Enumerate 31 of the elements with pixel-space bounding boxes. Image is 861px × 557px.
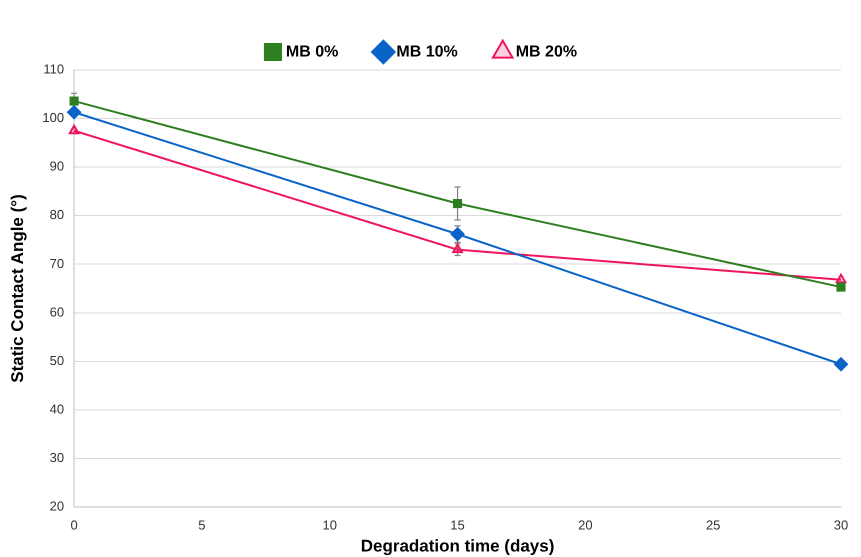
y-tick-label: 30 — [50, 450, 64, 466]
point — [453, 198, 462, 208]
legend-label: MB 0% — [286, 43, 338, 60]
x-tick-label: 0 — [70, 517, 78, 532]
y-tick-label: 100 — [42, 110, 64, 126]
point — [836, 282, 846, 292]
y-tick-label: 20 — [50, 498, 64, 514]
point — [834, 357, 848, 372]
x-tick-label: 5 — [198, 517, 206, 532]
x-tick-label: 10 — [322, 517, 337, 532]
y-tick-label: 80 — [50, 207, 64, 222]
y-tick-label: 40 — [50, 401, 64, 416]
y-tick-label: 60 — [50, 304, 64, 320]
y-tick-label: 50 — [50, 352, 64, 368]
y-tick-label: 110 — [43, 62, 64, 77]
point — [836, 274, 846, 284]
y-tick-label: 90 — [50, 158, 64, 174]
point — [452, 244, 463, 254]
x-axis-title: Degradation time (days) — [360, 536, 554, 556]
point — [70, 96, 79, 106]
point — [67, 105, 82, 120]
y-axis-title: Static Contact Angle (°) — [8, 194, 27, 383]
x-tick-label: 25 — [706, 517, 720, 532]
y-tick-label: 70 — [50, 256, 64, 271]
point — [450, 227, 465, 242]
x-tick-label: 30 — [834, 517, 848, 532]
point — [68, 124, 80, 134]
legend-label: MB 10% — [396, 43, 458, 60]
x-tick-label: 20 — [578, 517, 593, 532]
legend-label: MB 20% — [516, 43, 578, 60]
x-tick-label: 15 — [450, 517, 465, 532]
